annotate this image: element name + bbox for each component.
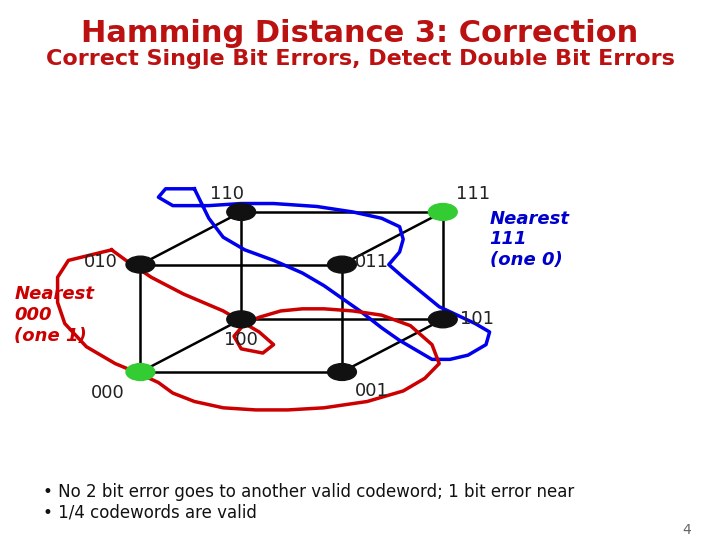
Text: 010: 010 — [84, 253, 118, 272]
Text: Correct Single Bit Errors, Detect Double Bit Errors: Correct Single Bit Errors, Detect Double… — [45, 49, 675, 69]
Circle shape — [227, 204, 256, 220]
Text: • 1/4 codewords are valid: • 1/4 codewords are valid — [43, 503, 257, 521]
Circle shape — [227, 311, 256, 328]
Circle shape — [328, 256, 356, 273]
Text: Nearest
111
(one 0): Nearest 111 (one 0) — [490, 210, 570, 269]
Text: Nearest
000
(one 1): Nearest 000 (one 1) — [14, 285, 94, 345]
Text: 001: 001 — [355, 382, 390, 400]
Text: • No 2 bit error goes to another valid codeword; 1 bit error near: • No 2 bit error goes to another valid c… — [43, 483, 575, 501]
Circle shape — [428, 311, 457, 328]
Circle shape — [328, 363, 356, 381]
Text: 111: 111 — [456, 185, 490, 203]
Text: 000: 000 — [91, 384, 125, 402]
Text: 101: 101 — [460, 310, 495, 328]
Circle shape — [428, 204, 457, 220]
Text: 110: 110 — [210, 185, 244, 203]
Text: Hamming Distance 3: Correction: Hamming Distance 3: Correction — [81, 19, 639, 48]
Text: 100: 100 — [224, 330, 258, 349]
Circle shape — [126, 256, 155, 273]
Text: 4: 4 — [683, 523, 691, 537]
Circle shape — [126, 363, 155, 381]
Text: 011: 011 — [355, 253, 390, 272]
